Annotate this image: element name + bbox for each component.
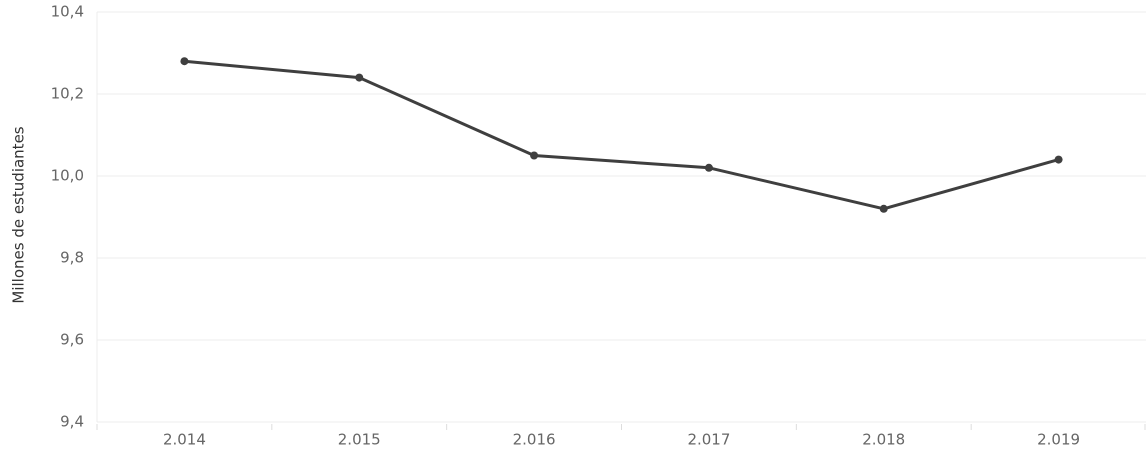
x-tick-label: 2.014: [163, 431, 206, 449]
point: [1054, 155, 1063, 164]
x-tick-label: 2.019: [1037, 431, 1080, 449]
y-tick-label: 9,8: [60, 249, 84, 267]
point: [355, 73, 364, 82]
point: [879, 204, 888, 213]
y-tick-label: 9,4: [60, 413, 84, 431]
y-tick-label: 10,0: [51, 167, 84, 185]
point: [704, 163, 713, 172]
y-tick-label: 9,6: [60, 331, 84, 349]
x-tick-label: 2.015: [338, 431, 381, 449]
point: [180, 57, 189, 66]
y-tick-label: 10,2: [51, 85, 84, 103]
x-tick-label: 2.018: [862, 431, 905, 449]
y-axis-title: Millones de estudiantes: [10, 126, 28, 303]
y-tick-label: 10,4: [51, 3, 84, 21]
line: [184, 59, 1059, 211]
x-tick-label: 2.016: [513, 431, 556, 449]
x-tick-label: 2.017: [687, 431, 730, 449]
point: [530, 151, 539, 160]
